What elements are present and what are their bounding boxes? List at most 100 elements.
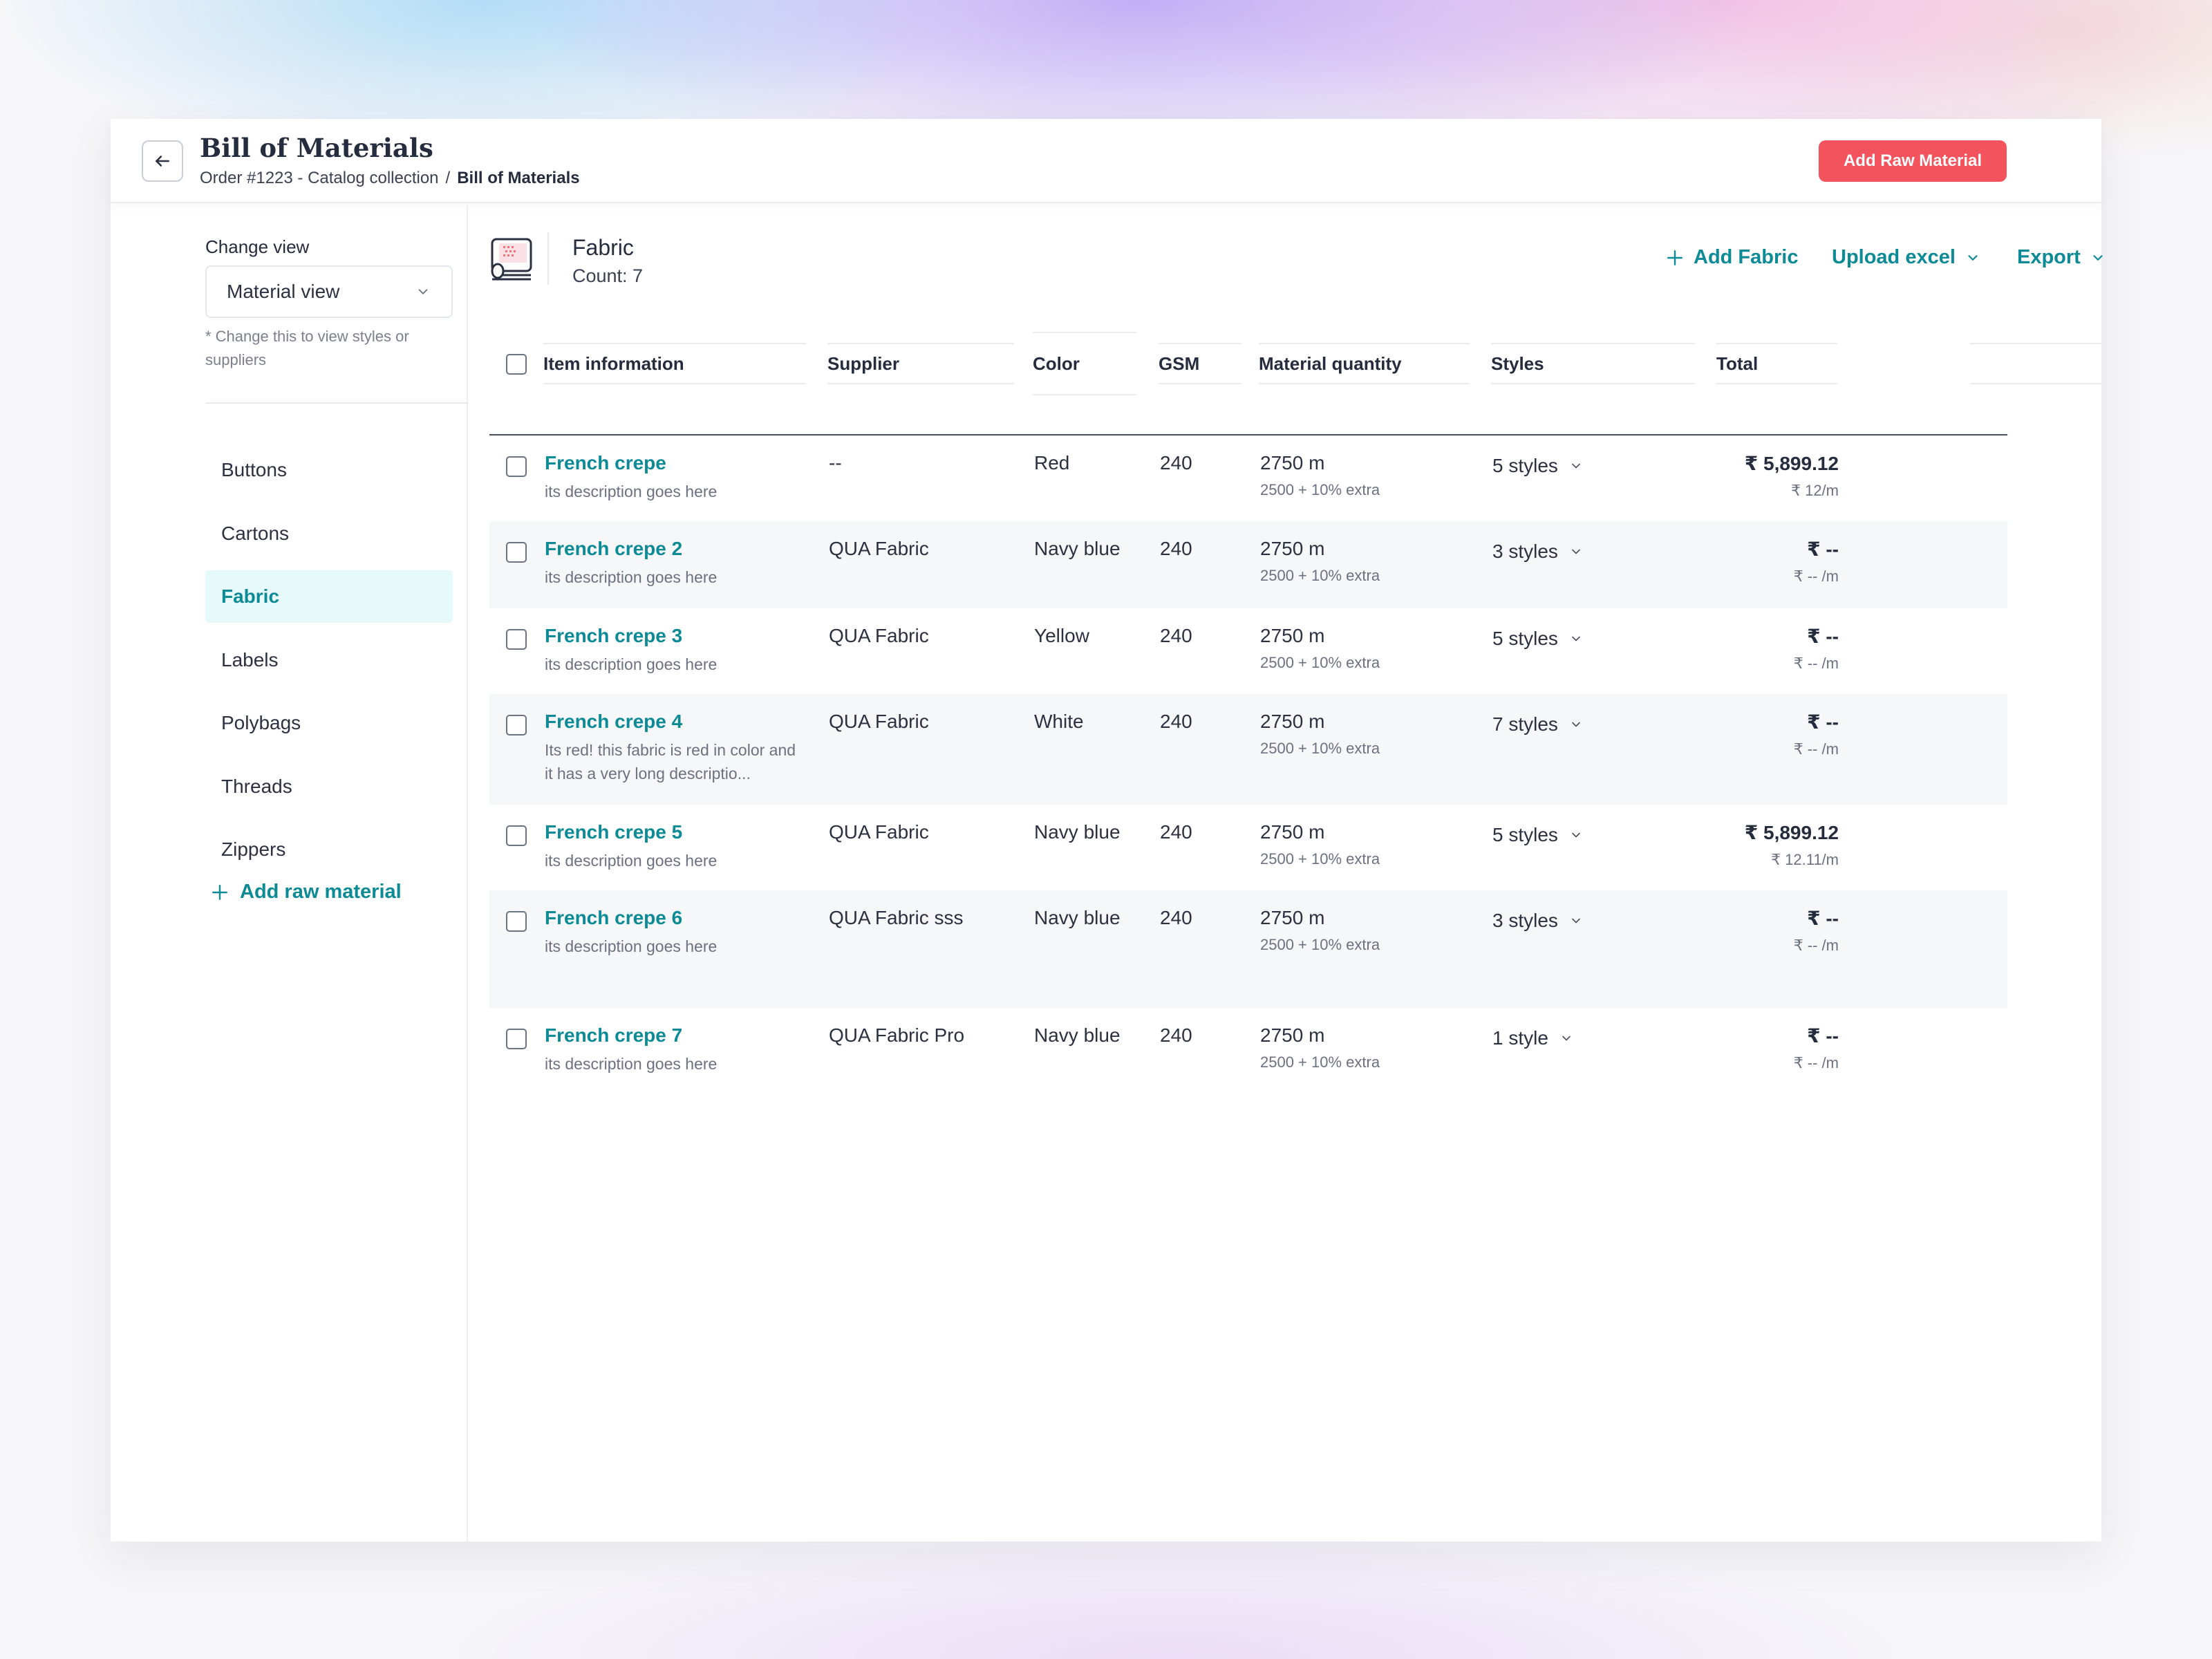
chevron-down-icon [1572,549,1580,554]
gsm-cell: 240 [1160,907,1192,928]
color-cell: Navy blue [1034,821,1121,843]
column-header[interactable]: Color [1033,332,1136,395]
change-view-hint: * Change this to view styles or supplier… [205,328,409,368]
export-button[interactable]: Export [2017,246,2106,269]
table-row[interactable]: French crepe 4 Its red! this fabric is re… [489,694,2007,805]
item-description: its description goes here [545,655,718,673]
table-row[interactable]: French crepe 3 its description goes here Q… [489,608,2007,694]
gsm-cell: 240 [1160,538,1192,559]
plus-icon [212,884,227,900]
add-raw-material-button[interactable]: Add Raw Material [1819,140,2007,182]
chevron-down-icon [2093,254,2103,261]
chevron-down-icon [418,289,428,294]
styles-dropdown[interactable]: 5 styles [1492,455,1583,477]
column-header-label: Styles [1491,353,1544,374]
upload-excel-label: Upload excel [1832,246,1956,268]
row-checkbox[interactable] [506,911,527,932]
add-fabric-button[interactable]: Add Fabric [1666,246,1798,269]
styles-dropdown[interactable]: 1 style [1492,1027,1573,1049]
sidebar-item-buttons[interactable]: Buttons [221,459,287,480]
unit-price: ₹ -- /m [1793,937,1839,954]
row-checkbox[interactable] [506,1029,527,1049]
row-checkbox[interactable] [506,825,527,846]
item-name-link[interactable]: French crepe 2 [545,538,683,559]
quantity-value: 2750 m [1260,1024,1325,1046]
supplier-cell: QUA Fabric sss [829,907,964,928]
sidebar-item-threads[interactable]: Threads [221,776,292,797]
table-row[interactable]: French crepe 6 its description goes here Q… [489,890,2007,1008]
column-header-label: Supplier [827,353,900,374]
total-value: ₹ -- [1807,1025,1839,1047]
add-fabric-label: Add Fabric [1694,246,1799,268]
item-name-link[interactable]: French crepe 7 [545,1024,683,1046]
supplier-cell: -- [829,452,842,474]
column-header[interactable]: GSM [1159,343,1241,384]
quantity-breakdown: 2500 + 10% extra [1260,654,1380,671]
table-row[interactable]: French crepe 2 its description goes here Q… [489,521,2007,608]
sidebar-item-cartons[interactable]: Cartons [221,523,290,544]
quantity-value: 2750 m [1260,711,1325,732]
item-name-link[interactable]: French crepe 6 [545,907,683,928]
upload-excel-button[interactable]: Upload excel [1832,246,1980,269]
quantity-value: 2750 m [1260,821,1325,843]
styles-dropdown[interactable]: 5 styles [1492,628,1583,650]
item-description: its description goes here [545,852,718,870]
quantity-value: 2750 m [1260,907,1325,928]
styles-dropdown[interactable]: 3 styles [1492,910,1583,932]
sidebar-item-zippers[interactable]: Zippers [221,838,286,860]
chevron-down-icon [1572,463,1580,469]
column-header[interactable]: Material quantity [1259,343,1470,384]
unit-price: ₹ 12.11/m [1771,851,1839,868]
row-checkbox[interactable] [506,629,527,650]
total-value: ₹ -- [1807,626,1839,647]
unit-price: ₹ -- /m [1793,568,1839,585]
table-row[interactable]: French crepe 5 its description goes here Q… [489,805,2007,890]
sidebar-divider [205,402,468,404]
total-value: ₹ -- [1807,908,1839,929]
table-row[interactable]: French crepe 7 its description goes here Q… [489,1008,2007,1094]
item-name-link[interactable]: French crepe 3 [545,625,683,646]
total-value: ₹ 5,899.12 [1744,822,1839,843]
column-header-label: Material quantity [1259,353,1402,374]
select-all-checkbox[interactable] [506,354,527,375]
styles-dropdown[interactable]: 5 styles [1492,824,1583,846]
row-checkbox[interactable] [506,715,527,735]
column-header-label: GSM [1159,353,1200,374]
sidebar-item-labels[interactable]: Labels [221,649,279,671]
styles-dropdown[interactable]: 3 styles [1492,541,1583,563]
color-cell: Red [1034,452,1070,474]
breadcrumb-parent[interactable]: Order #1223 - Catalog collection [200,169,439,187]
quantity-breakdown: 2500 + 10% extra [1260,740,1380,757]
column-header[interactable]: Item information [543,343,806,384]
back-button[interactable] [142,140,183,182]
supplier-cell: QUA Fabric [829,625,929,646]
total-value: ₹ -- [1807,711,1839,733]
total-value: ₹ 5,899.12 [1744,453,1839,474]
column-header[interactable]: Styles [1491,343,1695,384]
chevron-down-icon [1562,1035,1571,1041]
item-description: its description goes here [545,937,718,955]
column-header-label: Item information [543,353,684,374]
item-name-link[interactable]: French crepe [545,452,666,474]
row-checkbox[interactable] [506,456,527,477]
item-description: its description goes here [545,482,718,500]
chevron-down-icon [1572,832,1580,838]
gsm-cell: 240 [1160,625,1192,646]
table-row[interactable]: French crepe its description goes here -- R… [489,435,2007,521]
styles-dropdown[interactable]: 7 styles [1492,713,1583,735]
add-raw-material-link[interactable]: Add raw material [211,881,402,903]
fabric-roll-icon [491,238,532,281]
column-header[interactable]: Total [1716,343,1837,384]
sidebar-item-polybags[interactable]: Polybags [221,712,301,733]
color-cell: Navy blue [1034,907,1121,928]
gsm-cell: 240 [1160,711,1192,732]
item-name-link[interactable]: French crepe 5 [545,821,683,843]
section-title: Fabric [572,235,634,260]
styles-count: 5 styles [1492,628,1558,649]
column-header[interactable]: Supplier [827,343,1014,384]
chevron-down-icon [1572,918,1580,924]
sidebar-item-fabric[interactable]: Fabric [205,570,453,623]
item-name-link[interactable]: French crepe 4 [545,711,683,732]
change-view-select[interactable]: Material view [205,265,453,318]
row-checkbox[interactable] [506,542,527,563]
